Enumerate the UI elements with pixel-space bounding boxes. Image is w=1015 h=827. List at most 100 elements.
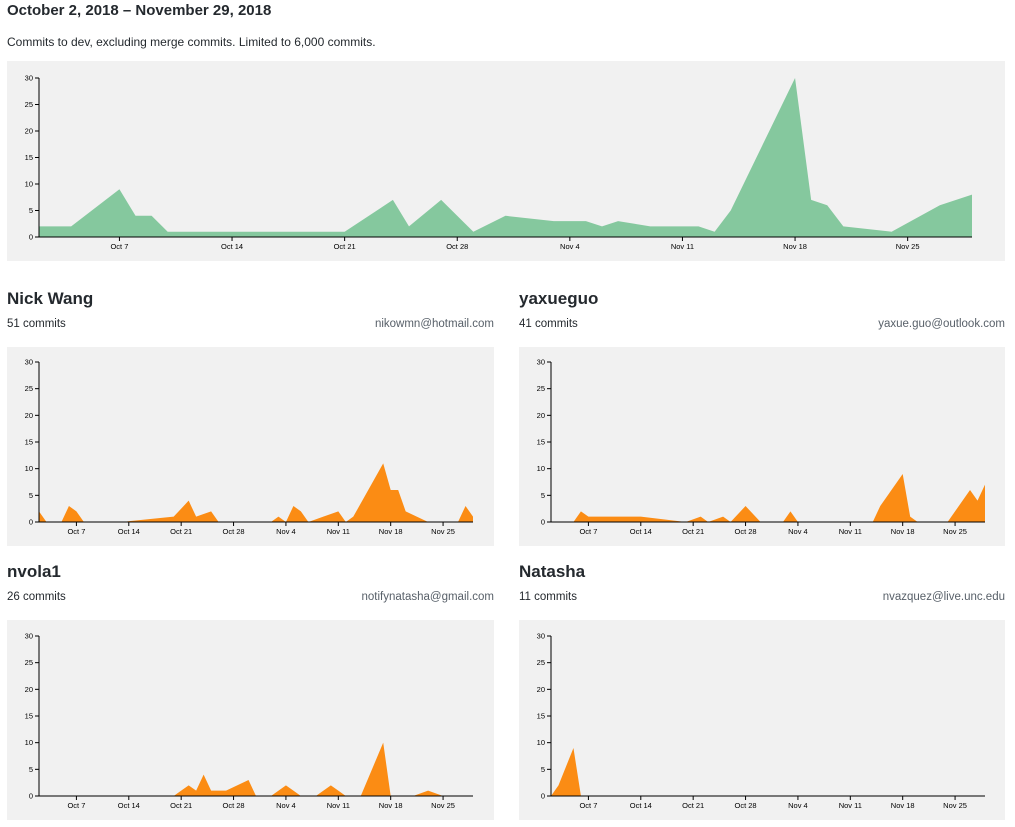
- x-tick-label: Nov 25: [896, 242, 920, 251]
- contributor-commits-chart: 0 5 10 15 20 25 30 Oct 7 Oct 14 Oct 21 Oct 28 Nov 4…: [7, 347, 494, 546]
- y-tick-label: 0: [541, 518, 545, 527]
- y-tick-label: 15: [25, 153, 33, 162]
- x-tick-label: Oct 21: [334, 242, 356, 251]
- y-tick-label: 20: [25, 411, 33, 420]
- contributor-email[interactable]: nvazquez@live.unc.edu: [882, 591, 1005, 603]
- commits-area: [551, 474, 985, 522]
- x-tick-label: Nov 18: [783, 242, 807, 251]
- x-tick-label: Oct 7: [579, 527, 597, 536]
- y-tick-label: 15: [25, 438, 33, 447]
- contributor-commits-chart: 0 5 10 15 20 25 30 Oct 7 Oct 14 Oct 21 Oct 28 Nov 4…: [519, 347, 1005, 546]
- y-tick-label: 10: [25, 738, 33, 747]
- contributor-email[interactable]: yaxue.guo@outlook.com: [878, 318, 1005, 330]
- y-tick-label: 10: [25, 180, 33, 189]
- x-tick-label: Nov 4: [560, 242, 580, 251]
- x-tick-label: Nov 4: [788, 527, 808, 536]
- x-tick-label: Oct 28: [223, 527, 245, 536]
- x-tick-label: Oct 7: [67, 801, 85, 810]
- x-tick-label: Nov 4: [276, 527, 296, 536]
- x-tick-label: Nov 18: [891, 527, 915, 536]
- x-tick-label: Oct 14: [221, 242, 243, 251]
- y-tick-label: 25: [537, 658, 545, 667]
- contributor-commit-count: 51 commits: [7, 318, 66, 330]
- x-tick-label: Nov 4: [788, 801, 808, 810]
- x-tick-label: Oct 21: [170, 801, 192, 810]
- y-tick-label: 30: [25, 74, 33, 83]
- contributor-name[interactable]: Nick Wang: [7, 289, 94, 308]
- y-tick-label: 15: [537, 438, 545, 447]
- y-tick-label: 25: [25, 384, 33, 393]
- x-tick-label: Nov 18: [379, 801, 403, 810]
- y-tick-label: 10: [537, 738, 545, 747]
- contributor-name[interactable]: Natasha: [519, 562, 586, 581]
- x-tick-label: Nov 25: [431, 801, 455, 810]
- y-tick-label: 0: [29, 233, 33, 242]
- contributor-name[interactable]: nvola1: [7, 562, 61, 581]
- contributor-commit-count: 41 commits: [519, 318, 578, 330]
- date-range-title: October 2, 2018 – November 29, 2018: [7, 2, 272, 19]
- y-tick-label: 30: [25, 358, 33, 367]
- chart-svg: 0 5 10 15 20 25 30 Oct 7 Oct 14 Oct 21 Oct 28 Nov 4…: [537, 632, 985, 810]
- x-tick-label: Oct 14: [118, 801, 140, 810]
- contributor-commits-chart: 0 5 10 15 20 25 30 Oct 7 Oct 14 Oct 21 Oct 28 Nov 4…: [7, 620, 494, 820]
- x-tick-label: Oct 28: [735, 527, 757, 536]
- y-tick-label: 20: [537, 685, 545, 694]
- y-tick-label: 0: [541, 792, 545, 801]
- y-tick-label: 30: [25, 632, 33, 641]
- chart-svg: 0 5 10 15 20 25 30 Oct 7 Oct 14 Oct 21 Oct 28 Nov 4…: [25, 74, 972, 251]
- x-tick-label: Nov 11: [671, 242, 694, 251]
- y-tick-label: 0: [29, 792, 33, 801]
- x-tick-label: Nov 25: [943, 801, 967, 810]
- x-tick-label: Nov 11: [327, 527, 350, 536]
- x-tick-label: Oct 7: [110, 242, 128, 251]
- x-tick-label: Oct 7: [579, 801, 597, 810]
- x-tick-label: Oct 28: [735, 801, 757, 810]
- y-tick-label: 20: [25, 685, 33, 694]
- contributor-email[interactable]: nikowmn@hotmail.com: [374, 318, 494, 330]
- x-tick-label: Nov 18: [379, 527, 403, 536]
- x-tick-label: Nov 4: [276, 801, 296, 810]
- y-tick-label: 5: [541, 765, 545, 774]
- y-tick-label: 15: [25, 712, 33, 721]
- commits-area: [39, 78, 972, 237]
- y-tick-label: 5: [541, 491, 545, 500]
- contributor-commit-count: 26 commits: [7, 591, 66, 603]
- y-tick-label: 15: [537, 712, 545, 721]
- y-tick-label: 25: [537, 384, 545, 393]
- x-tick-label: Nov 18: [891, 801, 915, 810]
- x-tick-label: Oct 21: [682, 801, 704, 810]
- y-tick-label: 25: [25, 100, 33, 109]
- x-tick-label: Oct 14: [118, 527, 140, 536]
- x-tick-label: Nov 11: [839, 527, 862, 536]
- y-tick-label: 10: [537, 464, 545, 473]
- x-tick-label: Oct 7: [67, 527, 85, 536]
- x-tick-label: Oct 28: [223, 801, 245, 810]
- x-tick-label: Nov 25: [431, 527, 455, 536]
- contributor-commits-chart: 0 5 10 15 20 25 30 Oct 7 Oct 14 Oct 21 Oct 28 Nov 4…: [519, 620, 1005, 820]
- chart-svg: 0 5 10 15 20 25 30 Oct 7 Oct 14 Oct 21 Oct 28 Nov 4…: [25, 632, 473, 810]
- x-tick-label: Oct 14: [630, 801, 652, 810]
- x-tick-label: Oct 28: [446, 242, 468, 251]
- y-tick-label: 10: [25, 464, 33, 473]
- x-tick-label: Oct 14: [630, 527, 652, 536]
- contributor-email[interactable]: notifynatasha@gmail.com: [361, 591, 495, 603]
- range-description: Commits to dev, excluding merge commits.…: [7, 35, 376, 49]
- total-commits-chart: 0 5 10 15 20 25 30 Oct 7 Oct 14 Oct 21 Oct 28 Nov 4…: [7, 61, 1005, 261]
- commits-area: [39, 463, 473, 522]
- x-tick-label: Oct 21: [682, 527, 704, 536]
- y-tick-label: 5: [29, 765, 33, 774]
- y-tick-label: 30: [537, 632, 545, 641]
- contributor-name[interactable]: yaxueguo: [519, 289, 599, 308]
- x-tick-label: Nov 11: [839, 801, 862, 810]
- y-tick-label: 5: [29, 206, 33, 215]
- commits-area: [39, 742, 473, 796]
- y-tick-label: 30: [537, 358, 545, 367]
- contributor-commit-count: 11 commits: [519, 591, 577, 603]
- chart-svg: 0 5 10 15 20 25 30 Oct 7 Oct 14 Oct 21 Oct 28 Nov 4…: [25, 358, 473, 536]
- x-tick-label: Nov 25: [943, 527, 967, 536]
- x-tick-label: Nov 11: [327, 801, 350, 810]
- y-tick-label: 5: [29, 491, 33, 500]
- y-tick-label: 20: [537, 411, 545, 420]
- y-tick-label: 25: [25, 658, 33, 667]
- commits-area: [551, 748, 985, 796]
